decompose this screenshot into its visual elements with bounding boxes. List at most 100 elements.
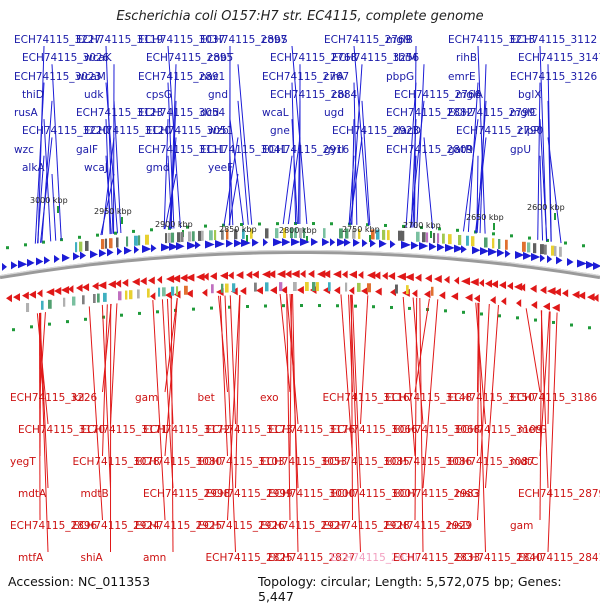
kbp-tick-label: 2600 kbp: [527, 203, 565, 212]
reverse-gene-arrow: [285, 270, 291, 278]
feature-block: [293, 282, 297, 291]
feature-block: [279, 282, 282, 291]
gene-label: shiA: [81, 552, 103, 564]
marker-dot: [384, 224, 387, 227]
feature-block: [158, 288, 160, 297]
forward-gene-arrow: [567, 258, 574, 266]
reverse-gene-arrow: [501, 297, 506, 305]
gene-label: mdtB: [81, 488, 109, 500]
reverse-gene-arrow: [300, 270, 306, 278]
reverse-gene-arrow: [228, 271, 234, 279]
forward-gene-arrow: [330, 238, 335, 246]
marker-dot: [498, 314, 501, 317]
feature-block: [137, 289, 140, 298]
feature-block: [275, 228, 278, 238]
reverse-gene-arrow: [333, 270, 341, 278]
reverse-gene-arrow: [461, 277, 470, 285]
feature-block: [63, 298, 65, 307]
reverse-gene-arrow: [358, 271, 363, 279]
reverse-gene-arrow: [397, 273, 406, 281]
forward-gene-arrow: [195, 241, 201, 249]
forward-gene-arrow: [263, 238, 268, 246]
reverse-gene-arrow: [543, 303, 550, 311]
reverse-gene-arrow: [530, 285, 537, 293]
gene-label: amn: [143, 552, 166, 564]
gene-label: thiM: [394, 52, 417, 64]
forward-gene-arrow: [370, 239, 376, 247]
forward-gene-arrow: [556, 256, 562, 264]
forward-gene-arrow: [461, 245, 467, 253]
gene-label: cobT: [208, 52, 233, 64]
forward-gene-arrow: [344, 239, 351, 247]
feature-block: [176, 286, 178, 295]
marker-dot: [96, 234, 99, 237]
feature-block: [75, 242, 77, 252]
forward-gene-arrow: [401, 241, 411, 249]
gene-label: galF: [76, 144, 98, 156]
forward-gene-arrow: [176, 242, 185, 250]
gene-label: mglA: [456, 89, 483, 101]
marker-dot: [192, 308, 195, 311]
feature-block: [471, 236, 474, 246]
forward-gene-arrow: [134, 246, 139, 254]
feature-block: [129, 290, 132, 299]
feature-block: [211, 284, 214, 293]
feature-block: [93, 294, 96, 303]
reverse-gene-arrow: [485, 280, 492, 288]
gene-label: mglC: [510, 107, 537, 119]
kbp-tick-label: 2950 kbp: [94, 207, 132, 216]
feature-block: [188, 232, 191, 242]
marker-dot: [330, 222, 333, 225]
marker-dot: [462, 311, 465, 314]
reverse-gene-arrow: [220, 272, 228, 280]
feature-block: [522, 242, 526, 252]
marker-dot: [528, 237, 531, 240]
marker-dot: [390, 306, 393, 309]
gene-label: alkA: [22, 162, 45, 174]
gene-label: cirA: [324, 71, 344, 83]
forward-gene-connector: [540, 156, 543, 241]
reverse-gene-arrow: [308, 270, 314, 278]
forward-gene-arrow: [124, 247, 132, 255]
reverse-gene-arrow: [165, 291, 172, 299]
reverse-gene-arrow: [425, 274, 432, 282]
gene-label: rusA: [14, 107, 38, 119]
gene-label: wcaK: [84, 52, 112, 64]
reverse-gene-arrow: [202, 289, 207, 297]
feature-block: [103, 293, 107, 302]
reverse-gene-arrow: [516, 299, 521, 307]
marker-dot: [570, 324, 573, 327]
gene-label: bet: [198, 392, 215, 404]
forward-gene-arrow: [497, 249, 505, 257]
forward-gene-arrow: [205, 241, 215, 249]
feature-block: [125, 291, 127, 300]
kbp-tick-label: 2800 kbp: [279, 226, 317, 235]
forward-gene-arrow: [215, 240, 225, 248]
feature-block: [147, 289, 150, 298]
marker-dot: [276, 222, 279, 225]
kbp-tick-label: 3000 kbp: [30, 196, 68, 205]
gene-label: gne: [270, 125, 290, 137]
marker-dot: [534, 319, 537, 322]
marker-dot: [456, 229, 459, 232]
feature-block: [422, 232, 426, 242]
feature-block: [431, 287, 434, 296]
forward-gene-arrow: [480, 247, 489, 255]
feature-block: [387, 230, 390, 240]
forward-gene-arrow: [62, 254, 70, 262]
feature-block: [85, 241, 89, 251]
reverse-gene-arrow: [246, 271, 252, 279]
forward-gene-connector: [538, 83, 540, 240]
reverse-gene-arrow: [334, 286, 340, 294]
forward-gene-arrow: [117, 247, 122, 255]
reverse-gene-arrow: [252, 271, 259, 279]
feature-block: [209, 230, 213, 240]
gene-label: mtfA: [18, 552, 43, 564]
gene-label: metG: [518, 424, 547, 436]
reverse-gene-arrow: [405, 273, 414, 281]
gene-label: ECH74115_2879: [518, 488, 600, 500]
reverse-gene-arrow: [82, 283, 89, 291]
accession-text: Accession: NC_011353: [8, 574, 150, 589]
kbp-tick-label: 2850 kbp: [219, 225, 257, 234]
kbp-tick-label: 2900 kbp: [155, 220, 193, 229]
